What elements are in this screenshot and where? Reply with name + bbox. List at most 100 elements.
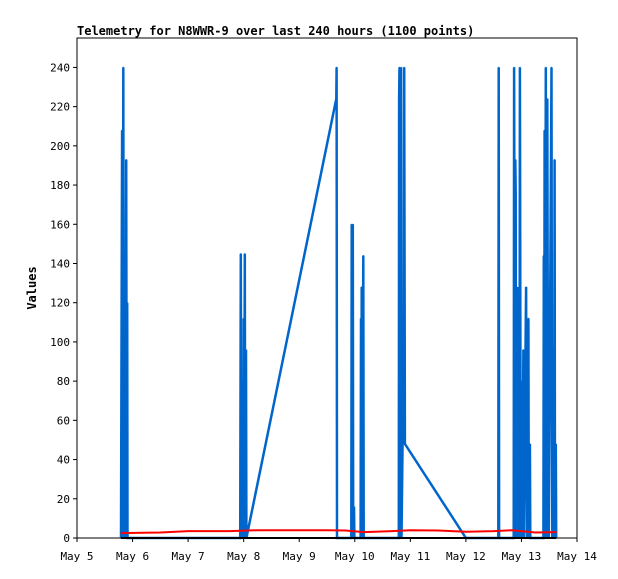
data-point [404, 443, 406, 445]
data-point [519, 66, 521, 68]
x-tick-label: May 13 [502, 550, 542, 563]
y-tick-label: 180 [50, 179, 70, 192]
data-point [498, 66, 500, 68]
data-point [543, 255, 545, 257]
data-point [518, 286, 520, 288]
y-axis-label: Values [25, 266, 39, 309]
data-point [121, 129, 123, 131]
data-point [244, 253, 246, 255]
x-tick-label: May 12 [446, 550, 486, 563]
data-point [511, 529, 513, 531]
data-point [409, 529, 411, 531]
data-point [520, 380, 523, 382]
data-point [257, 529, 259, 531]
data-point [525, 286, 527, 288]
data-point [522, 349, 525, 351]
data-point [547, 286, 549, 288]
data-point [544, 129, 546, 131]
y-tick-label: 20 [57, 493, 70, 506]
data-point [124, 253, 126, 255]
y-tick-label: 100 [50, 336, 70, 349]
data-point [553, 349, 555, 351]
data-point [240, 253, 242, 255]
y-tick-label: 40 [57, 454, 70, 467]
x-tick-label: May 6 [116, 550, 149, 563]
data-point [527, 317, 530, 319]
y-tick-label: 80 [57, 375, 70, 388]
data-point [336, 66, 338, 68]
data-point [335, 98, 337, 100]
data-point [361, 286, 363, 288]
data-point [351, 223, 353, 225]
data-point [353, 506, 355, 508]
y-tick-label: 0 [63, 532, 70, 545]
data-point [351, 411, 353, 414]
data-point [187, 530, 189, 532]
data-point [344, 529, 347, 532]
data-point [391, 530, 393, 532]
data-point [362, 255, 364, 257]
data-point [360, 317, 362, 319]
data-point [555, 531, 557, 533]
data-point [229, 530, 231, 532]
data-point [403, 333, 405, 335]
x-tick-label: May 9 [283, 550, 316, 563]
chart-title: Telemetry for N8WWR-9 over last 240 hour… [77, 24, 474, 38]
data-point [398, 66, 401, 68]
data-point [546, 98, 548, 100]
x-tick-label: May 14 [557, 550, 597, 563]
y-tick-label: 220 [50, 101, 70, 114]
x-tick-label: May 11 [390, 550, 430, 563]
x-tick-label: May 10 [335, 550, 375, 563]
data-point [298, 529, 300, 531]
data-point [437, 529, 439, 532]
y-tick-label: 160 [50, 218, 70, 231]
series-1 [120, 529, 557, 535]
data-point [245, 349, 247, 351]
data-point [545, 66, 547, 68]
data-point [326, 529, 328, 531]
data-point [529, 443, 531, 445]
data-point [534, 531, 536, 534]
data-point [555, 537, 557, 539]
series-2 [120, 537, 557, 539]
data-point [363, 531, 365, 533]
data-point [516, 286, 518, 288]
data-point [493, 530, 495, 532]
data-point [465, 531, 467, 533]
y-tick-label: 200 [50, 140, 70, 153]
y-tick-label: 60 [57, 414, 70, 427]
data-point [513, 66, 515, 68]
data-point [243, 317, 245, 319]
data-point [519, 286, 521, 288]
data-point [120, 537, 122, 539]
data-point [554, 159, 556, 161]
y-tick-label: 140 [50, 257, 70, 270]
data-point [513, 255, 516, 257]
data-point [521, 411, 523, 414]
data-point [125, 159, 127, 161]
data-point [514, 159, 516, 161]
data-point [555, 443, 557, 445]
data-point [515, 192, 517, 194]
plot-background [76, 37, 578, 539]
x-tick-label: May 7 [172, 550, 205, 563]
data-point [545, 223, 547, 225]
data-point [352, 223, 354, 225]
x-tick-label: May 8 [227, 550, 260, 563]
y-axis: 0 20 40 60 80 100 120 140 160 180 200 220 240 [50, 61, 77, 545]
data-point [400, 66, 402, 68]
y-tick-label: 120 [50, 297, 70, 310]
data-point [242, 411, 244, 414]
y-tick-label: 240 [50, 61, 70, 74]
data-point [126, 302, 128, 304]
data-point [550, 66, 553, 68]
x-axis: May 5 May 6 May 7 May 8 May 9 May 10 May 11 May… [60, 538, 597, 563]
data-point [547, 474, 550, 476]
data-point [398, 98, 400, 100]
series-layer [119, 66, 558, 540]
x-tick-label: May 5 [60, 550, 93, 563]
data-point [159, 531, 161, 534]
data-point [403, 66, 405, 68]
